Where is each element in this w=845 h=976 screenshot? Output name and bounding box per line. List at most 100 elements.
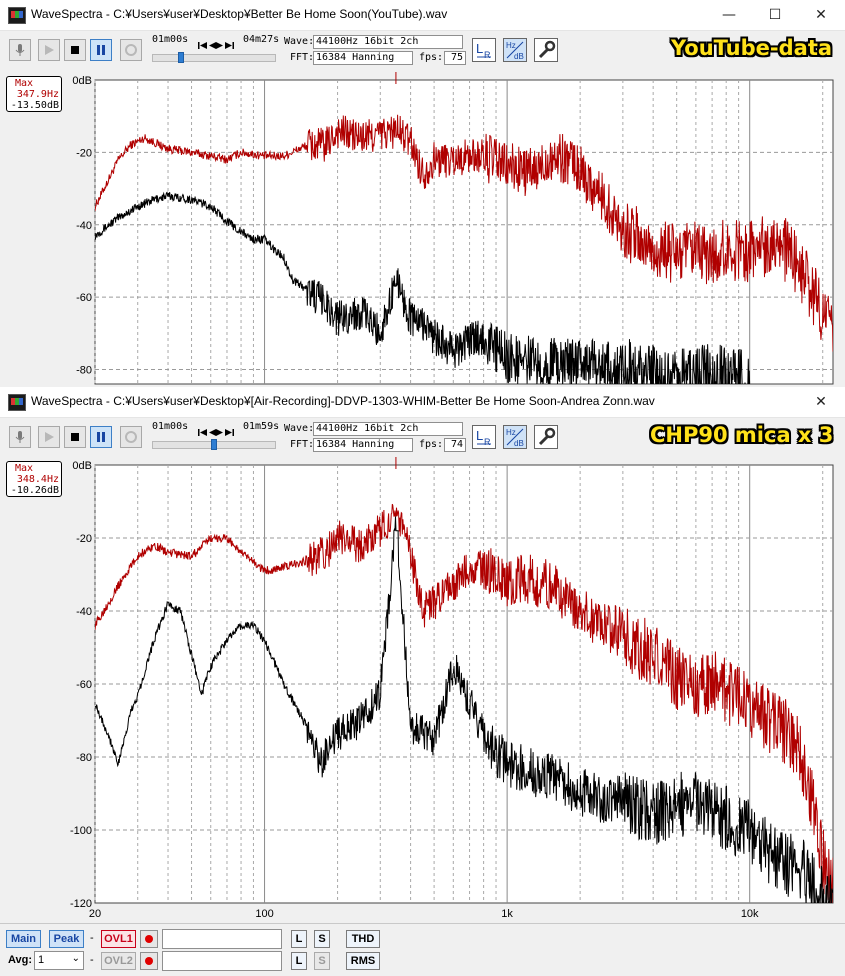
duration-time: 01m59s	[243, 421, 280, 432]
max-label: Max	[15, 78, 34, 89]
y-tick-label: -60	[76, 292, 92, 304]
wrench-icon	[538, 40, 556, 59]
fps-field: 75	[444, 51, 466, 65]
title-bar: WaveSpectra - C:¥Users¥user¥Desktop¥[Air…	[0, 387, 845, 418]
ovl2-record-button[interactable]	[140, 952, 158, 970]
ovl2-dash: -	[90, 954, 94, 966]
spectrum-series-main	[95, 191, 751, 384]
svg-text:R: R	[484, 437, 491, 447]
hz-db-scale-button[interactable]: Hz dB	[503, 425, 527, 449]
fft-info-field[interactable]: 16384 Hanning	[313, 51, 413, 65]
seek-back-icon[interactable]	[207, 422, 216, 436]
play-icon	[45, 432, 54, 442]
stop-icon	[71, 46, 79, 54]
seek-back-icon[interactable]	[207, 35, 216, 49]
settings-button[interactable]	[534, 425, 558, 449]
ovl1-file-field[interactable]	[162, 929, 282, 949]
peak-button[interactable]: Peak	[49, 930, 84, 948]
x-tick-label: 10k	[741, 908, 759, 920]
seek-start-icon[interactable]	[198, 422, 207, 436]
fps-label: fps:	[419, 52, 444, 63]
pause-icon	[97, 432, 105, 442]
svg-text:dB: dB	[514, 52, 524, 61]
seek-end-icon[interactable]	[225, 422, 234, 436]
close-icon[interactable]: ✕	[815, 394, 827, 410]
seek-forward-icon[interactable]	[216, 35, 225, 49]
title-bar: WaveSpectra - C:¥Users¥user¥Desktop¥Bett…	[0, 0, 845, 31]
fps-field: 74	[444, 438, 466, 452]
toolbar: 01m00s 01m59s Wave: 44100Hz 16bit 2ch FF…	[0, 418, 845, 456]
ovl1-record-button[interactable]	[140, 930, 158, 948]
ovl1-save-button[interactable]: S	[314, 930, 330, 948]
settings-button[interactable]	[534, 38, 558, 62]
svg-text:Hz: Hz	[506, 428, 516, 437]
seek-buttons[interactable]	[198, 35, 234, 49]
stop-button[interactable]	[64, 426, 86, 448]
minimize-icon[interactable]: —	[722, 7, 736, 23]
close-icon[interactable]: ✕	[815, 7, 827, 23]
max-frequency: 347.9Hz	[16, 89, 59, 100]
wave-info-field: 44100Hz 16bit 2ch	[313, 422, 463, 436]
y-tick-label: 0dB	[72, 460, 92, 472]
y-tick-label: -120	[70, 898, 92, 910]
record-button[interactable]	[120, 426, 142, 448]
seek-end-icon[interactable]	[225, 35, 234, 49]
window-title: WaveSpectra - C:¥Users¥user¥Desktop¥[Air…	[31, 394, 655, 408]
y-tick-label: -40	[76, 606, 92, 618]
seek-start-icon[interactable]	[198, 35, 207, 49]
avg-value: 1	[38, 954, 45, 966]
fft-info-field[interactable]: 16384 Hanning	[313, 438, 413, 452]
ovl2-button[interactable]: OVL2	[101, 952, 136, 970]
ovl2-file-field[interactable]	[162, 951, 282, 971]
ovl2-load-button[interactable]: L	[291, 952, 307, 970]
ovl2-save-button[interactable]: S	[314, 952, 330, 970]
svg-text:dB: dB	[514, 439, 524, 448]
spectrum-series-peak	[95, 503, 833, 903]
seek-slider[interactable]	[152, 54, 276, 62]
y-tick-label: -20	[76, 147, 92, 159]
ovl1-load-button[interactable]: L	[291, 930, 307, 948]
open-file-button[interactable]	[9, 39, 31, 61]
play-icon	[45, 45, 54, 55]
maximize-icon[interactable]: ☐	[768, 7, 782, 23]
record-icon	[125, 431, 137, 443]
pause-button[interactable]	[90, 426, 112, 448]
spectrum-panel: 0dB -20 -40 -60 -80 Max 347.9Hz -13.50dB	[0, 68, 845, 389]
duration-time: 04m27s	[243, 34, 280, 45]
record-button[interactable]	[120, 39, 142, 61]
seek-forward-icon[interactable]	[216, 422, 225, 436]
svg-text:Hz: Hz	[506, 41, 516, 50]
stop-button[interactable]	[64, 39, 86, 61]
pause-icon	[97, 45, 105, 55]
window-title: WaveSpectra - C:¥Users¥user¥Desktop¥Bett…	[31, 7, 448, 21]
max-level: -10.26dB	[10, 485, 59, 496]
pause-button[interactable]	[90, 39, 112, 61]
ovl1-dash: -	[90, 932, 94, 944]
seek-thumb[interactable]	[178, 52, 184, 63]
y-tick-label: 0dB	[72, 75, 92, 87]
seek-thumb[interactable]	[211, 439, 217, 450]
play-button[interactable]	[38, 426, 60, 448]
thd-button[interactable]: THD	[346, 930, 380, 948]
fps-label: fps:	[419, 439, 444, 450]
app-icon	[8, 7, 26, 24]
avg-label: Avg:	[8, 954, 33, 966]
avg-select[interactable]: 1 ⌄	[34, 951, 84, 970]
open-file-button[interactable]	[9, 426, 31, 448]
main-button[interactable]: Main	[6, 930, 41, 948]
rms-button[interactable]: RMS	[346, 952, 380, 970]
hz-db-scale-button[interactable]: Hz dB	[503, 38, 527, 62]
play-button[interactable]	[38, 39, 60, 61]
window-youtube: WaveSpectra - C:¥Users¥user¥Desktop¥Bett…	[0, 0, 845, 389]
x-tick-label: 20	[89, 908, 101, 920]
fft-label: FFT:	[290, 52, 315, 63]
wave-label: Wave:	[284, 36, 315, 47]
seek-buttons[interactable]	[198, 422, 234, 436]
ovl1-button[interactable]: OVL1	[101, 930, 136, 948]
stop-icon	[71, 433, 79, 441]
